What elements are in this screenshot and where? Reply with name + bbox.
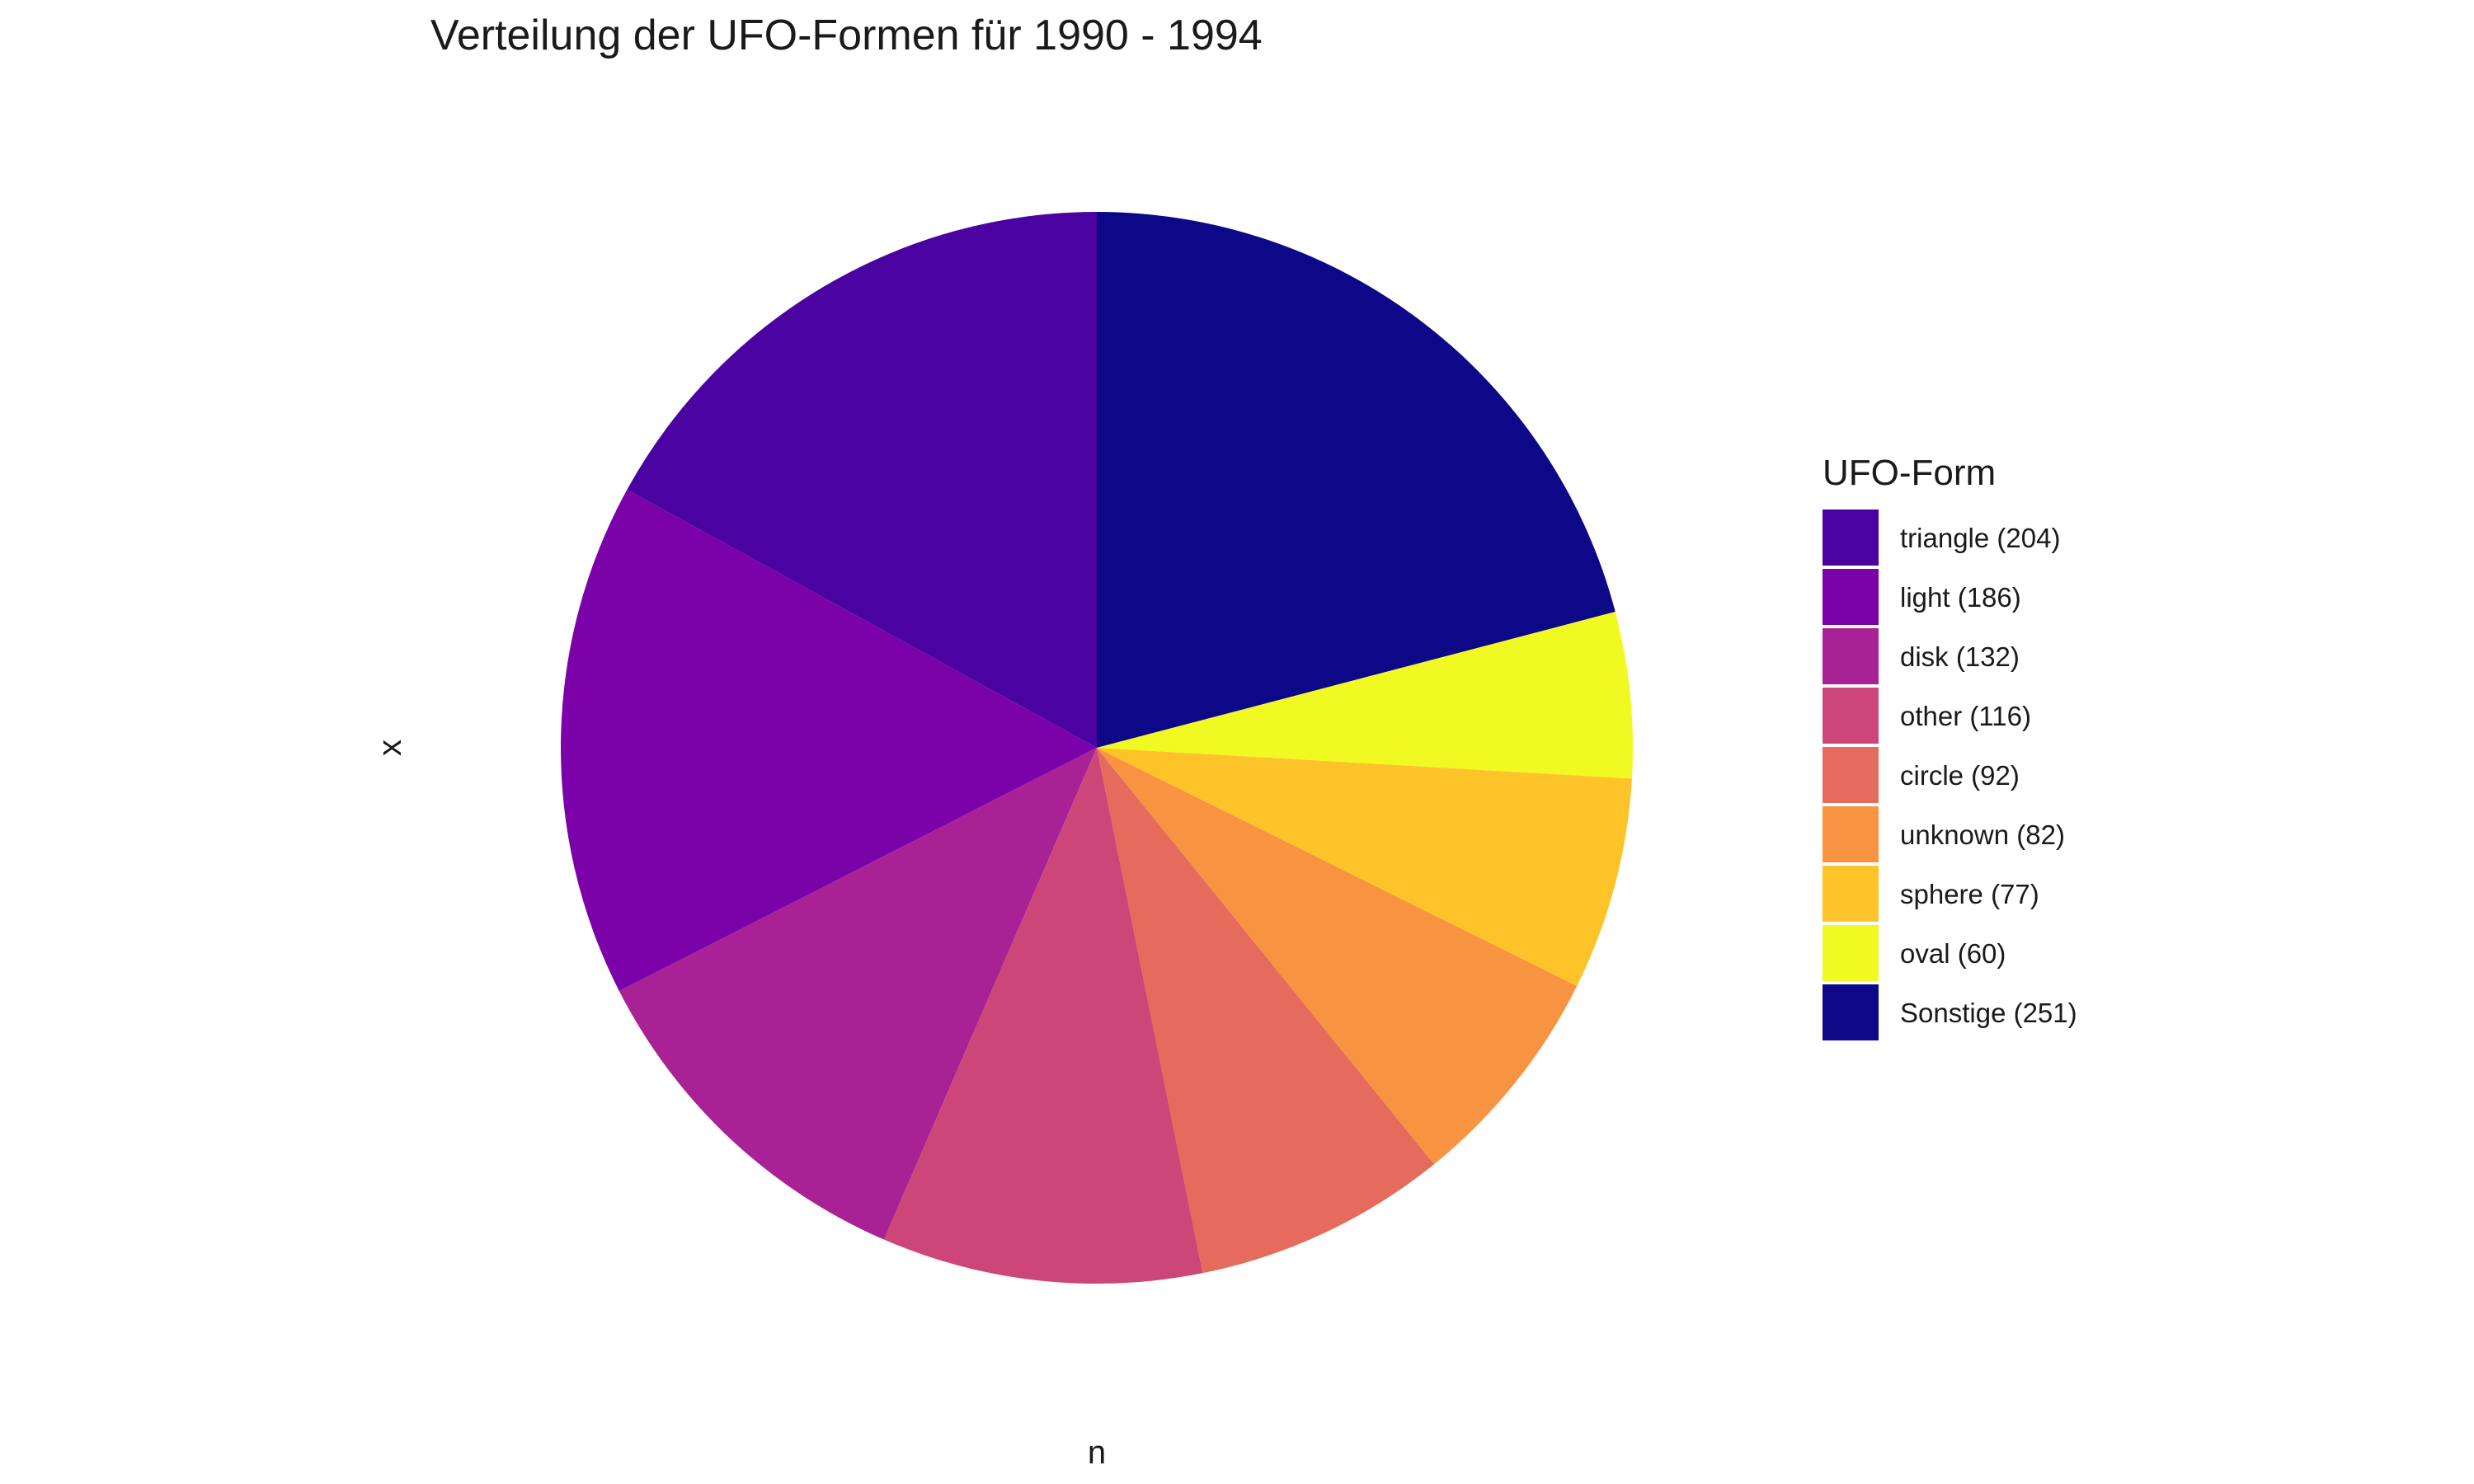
legend-swatch-oval: [1823, 925, 1879, 981]
pie-slice-light: [561, 489, 1097, 992]
legend-label-light: light (186): [1900, 582, 2021, 613]
chart-title: Verteilung der UFO-Formen für 1990 - 199…: [430, 12, 1263, 59]
pie-slice-sonstige: [1097, 212, 1616, 748]
pie-slices: [561, 211, 1633, 1284]
pie-slice-sphere: [1097, 748, 1632, 987]
legend-label-sphere: sphere (77): [1900, 879, 2039, 909]
pie-slice-disk: [618, 748, 1097, 1240]
pie-slice-unknown: [1097, 748, 1578, 1165]
legend-title: UFO-Form: [1823, 453, 1996, 493]
legend-label-oval: oval (60): [1900, 938, 2006, 969]
legend-label-triangle: triangle (204): [1900, 523, 2060, 553]
legend: UFO-Form triangle (204) light (186) disk (…: [1823, 453, 2077, 1040]
pie-slice-oval: [1097, 612, 1633, 779]
x-axis-label: n: [1088, 1435, 1106, 1471]
pie-slice-circle: [1097, 748, 1435, 1274]
legend-swatch-sonstige: [1823, 984, 1879, 1040]
legend-label-disk: disk (132): [1900, 641, 2020, 672]
legend-items: triangle (204) light (186) disk (132) other…: [1823, 510, 2077, 1040]
legend-swatch-disk: [1823, 628, 1879, 684]
pie-slice-other: [883, 748, 1203, 1284]
legend-swatch-other: [1823, 688, 1879, 744]
legend-label-other: other (116): [1900, 701, 2031, 731]
legend-label-sonstige: Sonstige (251): [1900, 998, 2077, 1028]
y-axis-label: x: [372, 740, 408, 756]
legend-label-circle: circle (92): [1900, 760, 2020, 791]
legend-swatch-unknown: [1823, 806, 1879, 862]
legend-swatch-triangle: [1823, 510, 1879, 566]
legend-swatch-light: [1823, 569, 1879, 625]
legend-swatch-circle: [1823, 747, 1879, 803]
pie-slice-triangle: [627, 211, 1097, 748]
legend-swatch-sphere: [1823, 866, 1879, 922]
legend-label-unknown: unknown (82): [1900, 819, 2065, 850]
